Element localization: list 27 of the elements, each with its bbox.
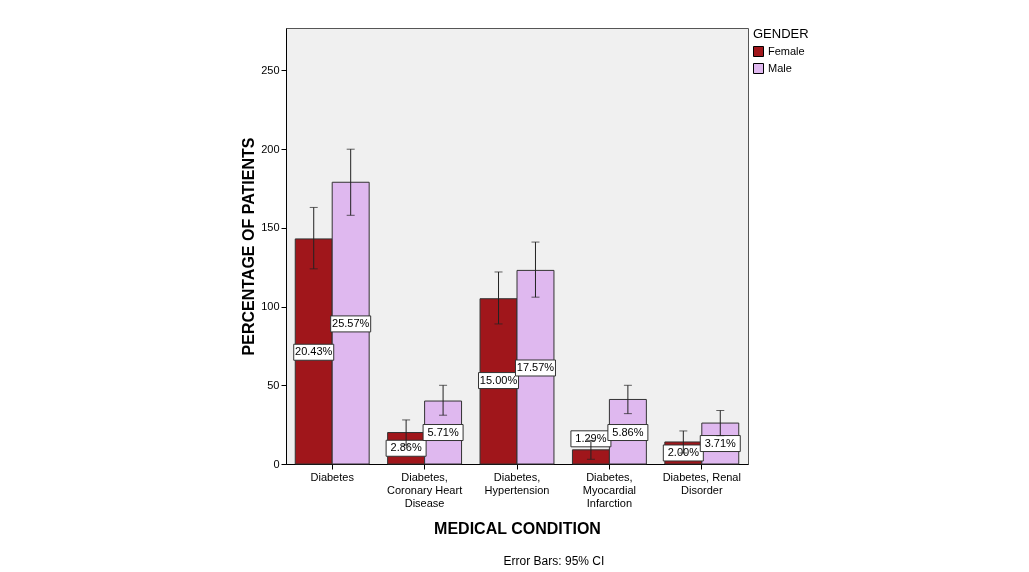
x-tick-label: Diabetes, Renal Disorder <box>662 470 741 496</box>
x-axis-title: MEDICAL CONDITION <box>434 519 601 537</box>
y-axis-title: PERCENTAGE OF PATIENTS <box>240 137 258 356</box>
legend-label: Male <box>768 61 792 74</box>
y-tick-label: 50 <box>267 378 280 391</box>
annotation: 5.71% <box>427 425 459 438</box>
y-tick-label: 250 <box>261 64 280 76</box>
text: Error Bars: 95% CI <box>503 554 605 568</box>
y-tick-label: 0 <box>273 457 280 470</box>
annotation: 5.86% <box>612 425 644 438</box>
x-tick-label: Diabetes <box>310 470 355 483</box>
annotation: 2.00% <box>667 445 700 458</box>
y-tick-label: 100 <box>261 300 280 313</box>
legend-label: Female <box>768 44 805 57</box>
x-tick-label: Diabetes, Myocardial Infarction <box>582 470 636 509</box>
y-tick-label: 200 <box>261 142 280 155</box>
annotation: 17.57% <box>516 360 555 373</box>
y-tick-label: 150 <box>261 221 280 234</box>
annotation: 1.29% <box>575 431 607 444</box>
annotation: 2.86% <box>390 441 422 454</box>
annotation: 20.43% <box>295 345 333 358</box>
legend-title: GENDER <box>753 26 809 41</box>
x-tick-label: Diabetes, Coronary Heart Disease <box>387 470 463 509</box>
x-tick-label: Diabetes, Hypertension <box>484 470 550 496</box>
annotation: 25.57% <box>332 316 370 329</box>
annotation: 3.71% <box>704 436 737 449</box>
annotation: 15.00% <box>479 373 518 386</box>
